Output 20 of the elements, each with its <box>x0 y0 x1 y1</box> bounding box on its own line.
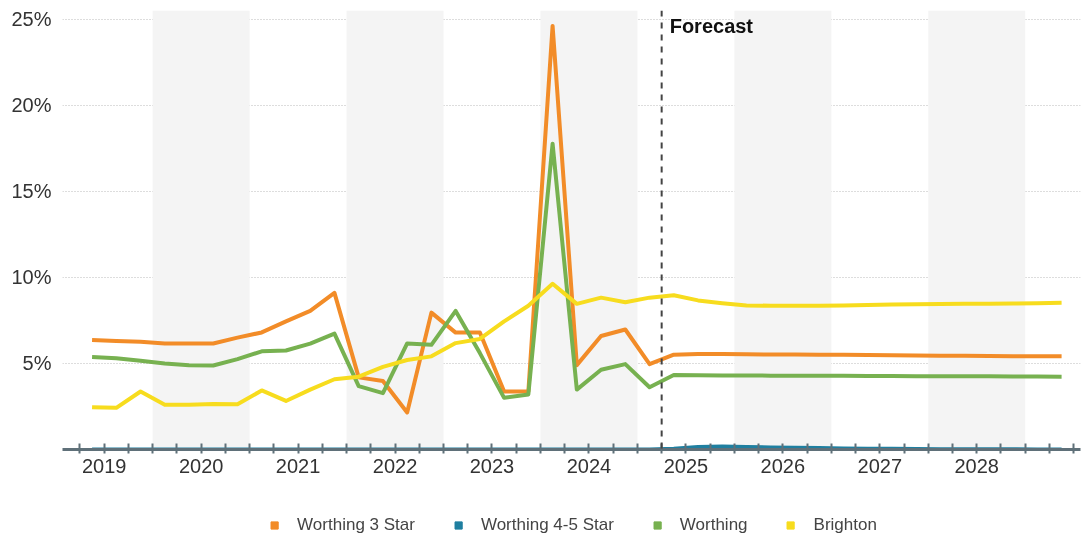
x-tick-label: 2026 <box>760 454 806 477</box>
ref-line-label: Forecast <box>669 14 754 37</box>
legend-label: Brighton <box>813 515 877 535</box>
y-tick-label: 15% <box>11 180 52 203</box>
y-tick-label: 5% <box>22 352 52 375</box>
legend-label: Worthing 3 Star <box>297 515 415 535</box>
x-tick-label: 2022 <box>372 454 418 477</box>
x-tick-label: 2019 <box>81 454 127 477</box>
x-tick-label: 2023 <box>469 454 515 477</box>
legend-label: Worthing 4-5 Star <box>480 515 614 535</box>
x-tick-label: 2021 <box>275 454 321 477</box>
y-tick-label: 25% <box>11 8 52 31</box>
y-tick-label: 20% <box>11 94 52 117</box>
x-tick-label: 2020 <box>178 454 224 477</box>
legend-label: Worthing <box>679 515 748 535</box>
x-tick-label: 2027 <box>857 454 903 477</box>
y-tick-label: 10% <box>11 266 52 289</box>
x-tick-label: 2028 <box>954 454 1000 477</box>
x-tick-label: 2025 <box>663 454 709 477</box>
x-tick-label: 2024 <box>566 454 612 477</box>
